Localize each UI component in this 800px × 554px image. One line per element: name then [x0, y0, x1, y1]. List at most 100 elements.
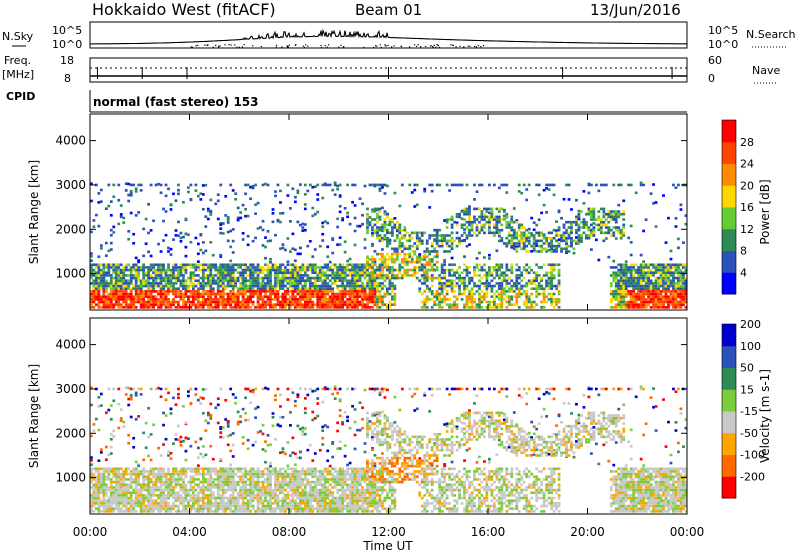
range-cell: [164, 298, 168, 301]
range-cell: [117, 387, 121, 391]
range-cell: [480, 228, 484, 232]
range-cell: [94, 213, 98, 217]
range-cell: [182, 472, 185, 476]
range-cell: [137, 502, 141, 505]
range-cell: [450, 236, 454, 240]
range-cell: [333, 263, 337, 267]
range-cell: [114, 504, 118, 508]
range-cell: [632, 300, 636, 304]
range-cell: [351, 292, 354, 296]
range-cell: [336, 184, 340, 188]
range-cell: [117, 279, 121, 283]
range-cell: [122, 284, 126, 288]
range-cell: [567, 183, 571, 187]
range-cell: [189, 499, 193, 503]
range-cell: [458, 236, 461, 240]
range-cell: [520, 247, 524, 251]
noise-search-dot: [477, 45, 480, 47]
range-cell: [582, 202, 586, 205]
range-cell: [418, 239, 422, 243]
range-cell: [154, 507, 158, 510]
range-cell: [119, 408, 123, 411]
range-cell: [497, 274, 501, 277]
range-cell: [259, 303, 262, 306]
range-cell: [565, 250, 568, 253]
range-cell: [313, 279, 317, 283]
range-cell: [191, 303, 195, 306]
range-cell: [373, 276, 377, 280]
range-cell: [386, 223, 389, 227]
range-cell: [368, 263, 372, 267]
range-cell: [134, 460, 138, 464]
range-cell: [390, 282, 394, 285]
noise-search-dot: [286, 46, 289, 48]
range-cell: [172, 271, 175, 275]
range-cell: [530, 292, 534, 296]
range-cell: [289, 220, 292, 223]
range-cell: [293, 248, 297, 252]
range-cell: [381, 287, 384, 291]
range-cell: [672, 295, 675, 299]
range-cell: [117, 426, 121, 430]
range-cell: [191, 504, 195, 508]
range-cell: [152, 268, 155, 272]
range-cell: [639, 292, 643, 296]
range-cell: [159, 496, 163, 500]
range-cell: [321, 298, 325, 301]
range-cell: [199, 233, 203, 237]
range-cell: [612, 266, 616, 269]
range-cell: [368, 298, 372, 301]
range-cell: [306, 279, 310, 283]
range-cell: [167, 450, 170, 454]
range-cell: [614, 290, 618, 293]
range-cell: [244, 183, 248, 187]
range-cell: [602, 220, 606, 224]
range-cell: [510, 215, 514, 219]
range-cell: [565, 247, 568, 251]
range-cell: [614, 287, 618, 291]
range-cell: [530, 216, 534, 220]
range-cell: [652, 290, 655, 293]
range-cell: [296, 300, 300, 304]
range-cell: [92, 219, 96, 222]
range-cell: [331, 282, 335, 285]
range-cell: [492, 284, 496, 288]
range-cell: [97, 470, 101, 473]
range-cell: [264, 268, 267, 272]
range-cell: [293, 306, 297, 309]
range-cell: [468, 218, 471, 221]
range-cell: [90, 290, 93, 293]
range-cell: [298, 274, 302, 277]
range-cell: [127, 237, 131, 241]
range-cell: [109, 404, 113, 407]
range-cell: [632, 295, 636, 299]
range-cell: [259, 271, 262, 275]
range-cell: [124, 292, 128, 296]
range-cell: [179, 274, 183, 277]
range-cell: [97, 478, 101, 481]
range-cell: [271, 290, 275, 293]
range-cell: [475, 303, 479, 306]
range-cell: [507, 298, 511, 301]
range-cell: [204, 215, 208, 218]
range-cell: [530, 279, 534, 283]
range-cell: [393, 292, 397, 296]
range-cell: [164, 279, 168, 283]
range-cell: [129, 303, 133, 306]
range-cell: [109, 470, 113, 473]
range-cell: [239, 303, 243, 306]
range-cell: [172, 472, 175, 476]
range-cell: [211, 287, 215, 291]
range-cell: [629, 303, 633, 306]
range-cell: [157, 292, 160, 296]
range-cell: [291, 274, 295, 277]
range-cell: [642, 300, 646, 304]
range-cell: [517, 268, 521, 272]
range-cell: [624, 274, 628, 277]
range-cell: [94, 417, 98, 421]
range-cell: [502, 298, 506, 301]
range-cell: [450, 215, 454, 219]
range-cell: [647, 290, 650, 293]
range-cell: [684, 271, 688, 275]
